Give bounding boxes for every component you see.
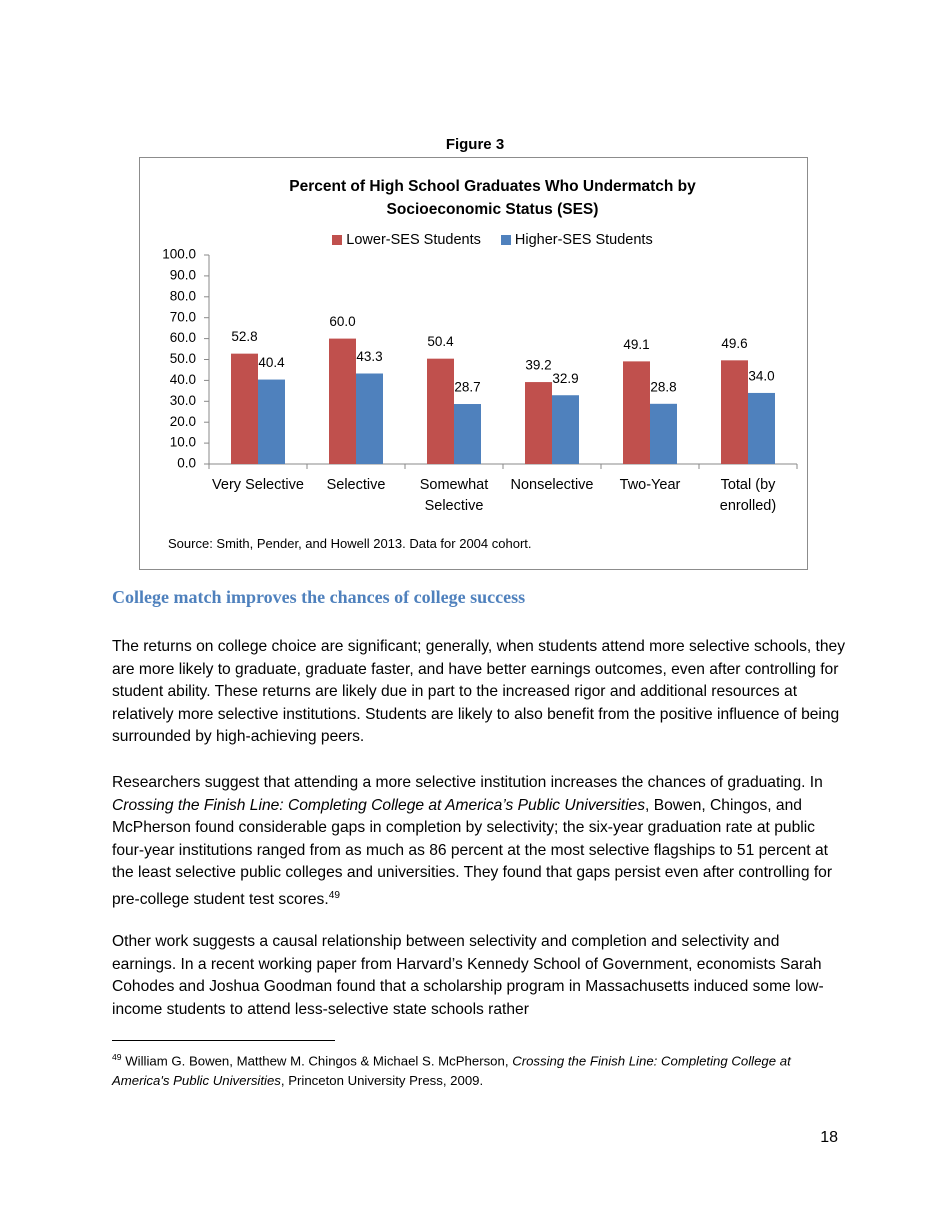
bar [454, 404, 481, 464]
value-label: 28.8 [650, 379, 676, 394]
y-tick-label: 100.0 [162, 247, 196, 262]
x-tick-label: Very Selective [212, 477, 304, 493]
y-tick-label: 70.0 [170, 309, 196, 324]
text-run: , Princeton University Press, 2009. [280, 1072, 484, 1088]
text-run: The returns on college choice are signif… [112, 638, 846, 746]
footnote-ref: 49 [328, 889, 340, 901]
y-tick-label: 50.0 [170, 351, 196, 366]
value-label: 39.2 [525, 358, 551, 373]
bar [623, 361, 650, 464]
value-label: 28.7 [454, 380, 480, 395]
page-number: 18 [820, 1129, 838, 1146]
x-tick-label: Selective [326, 477, 386, 493]
y-tick-label: 90.0 [170, 267, 196, 282]
bar [231, 353, 258, 464]
x-tick-label: Somewhat Selective [419, 477, 489, 514]
y-tick-label: 80.0 [170, 288, 196, 303]
text-run: William G. Bowen, Matthew M. Chingos & M… [121, 1053, 513, 1069]
text-run: , Bowen, Chingos, and McPherson found co… [112, 796, 833, 909]
value-label: 50.4 [427, 334, 454, 349]
bar [427, 358, 454, 464]
legend-item: Higher-SES Students [500, 232, 653, 248]
bar [525, 382, 552, 464]
value-label: 49.1 [623, 337, 649, 352]
value-label: 43.3 [356, 349, 382, 364]
bar [721, 360, 748, 464]
value-label: 34.0 [748, 369, 774, 384]
value-label: 49.6 [721, 336, 747, 351]
paragraph: Researchers suggest that attending a mor… [112, 772, 847, 912]
bar [552, 395, 579, 464]
y-tick-label: 60.0 [170, 330, 196, 345]
bar [258, 379, 285, 464]
text-run: Crossing the Finish Line: Completing Col… [112, 796, 646, 814]
legend-swatch [500, 235, 511, 245]
y-tick-label: 20.0 [170, 414, 196, 429]
value-label: 40.4 [258, 355, 285, 370]
text-run: Crossing the Finish Line: Completing Col… [112, 1053, 791, 1088]
x-tick-label: Two-Year [619, 477, 681, 493]
bar [329, 338, 356, 464]
value-label: 60.0 [329, 314, 355, 329]
y-tick-label: 0.0 [177, 456, 196, 471]
value-label: 52.8 [231, 329, 257, 344]
legend: Lower-SES Students Higher-SES Students [140, 232, 845, 248]
chart-title: Percent of High School Graduates Who Und… [289, 178, 696, 218]
source-note: Source: Smith, Pender, and Howell 2013. … [168, 536, 532, 551]
legend-label: Higher-SES Students [514, 232, 653, 248]
y-tick-label: 40.0 [170, 372, 196, 387]
y-tick-label: 30.0 [170, 393, 196, 408]
section-heading: College match improves the chances of co… [112, 587, 526, 607]
x-tick-label: Nonselective [510, 477, 594, 493]
footnote-rule [112, 1040, 335, 1041]
y-tick-label: 10.0 [170, 435, 196, 450]
footnote-ref: 49 [112, 1052, 122, 1062]
text-run: Researchers suggest that attending a mor… [112, 774, 823, 791]
figure-label: Figure 3 [445, 136, 505, 153]
footnote: 49 William G. Bowen, Matthew M. Chingos … [112, 1048, 847, 1090]
bar [650, 403, 677, 464]
x-tick-label: Total (by enrolled) [719, 477, 777, 514]
chart: 0.0 10.0 20.0 30.0 40.0 50.0 60.0 70.0 80.0 90.0 1… [139, 157, 808, 570]
paragraph: The returns on college choice are signif… [112, 636, 847, 749]
plot: 0.0 10.0 20.0 30.0 40.0 50.0 60.0 70.0 80.0 90.0 1… [162, 247, 798, 471]
value-label: 32.9 [552, 371, 578, 386]
legend-label: Lower-SES Students [346, 232, 481, 248]
legend-swatch [332, 235, 343, 245]
paragraph: Other work suggests a causal relationshi… [112, 931, 847, 1021]
text-run: Other work suggests a causal relationshi… [112, 933, 824, 1018]
legend-item: Lower-SES Students [332, 232, 481, 248]
bar [356, 373, 383, 464]
bar [748, 392, 775, 464]
